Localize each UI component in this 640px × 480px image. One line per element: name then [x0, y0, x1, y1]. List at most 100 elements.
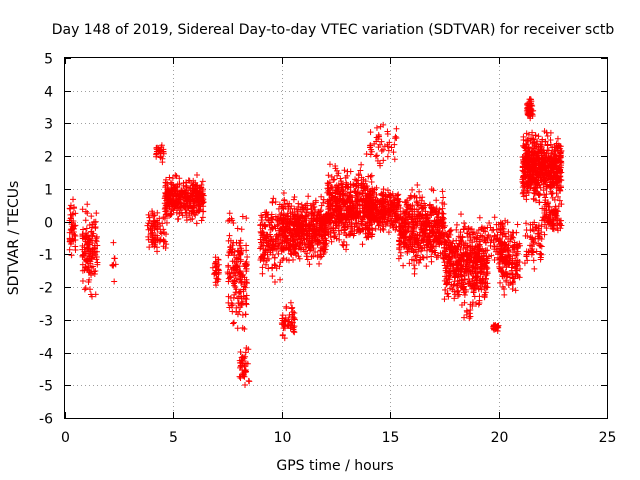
data-point [275, 241, 282, 248]
x-tick-label: 5 [169, 430, 178, 446]
data-point [320, 199, 327, 206]
data-point [193, 220, 200, 227]
data-point [88, 213, 95, 220]
data-point [230, 319, 237, 326]
data-point [269, 273, 276, 280]
data-point [90, 219, 97, 226]
data-point [262, 209, 269, 216]
chart-title: Day 148 of 2019, Sidereal Day-to-day VTE… [52, 22, 615, 38]
data-point [326, 161, 333, 168]
data-point [170, 207, 177, 214]
data-point [87, 260, 94, 267]
data-point [240, 288, 247, 295]
data-point [183, 197, 190, 204]
data-point [264, 216, 271, 223]
data-point [243, 292, 250, 299]
data-point [237, 349, 244, 356]
data-point [197, 184, 204, 191]
data-point [89, 293, 96, 300]
data-point [225, 252, 232, 259]
data-point [85, 269, 92, 276]
y-tick-label: 1 [44, 183, 53, 199]
data-point [192, 189, 199, 196]
data-point [162, 184, 169, 191]
data-point [190, 204, 197, 211]
data-point [86, 253, 93, 260]
y-tick-label: -1 [39, 248, 53, 264]
data-point [238, 295, 245, 302]
data-point [512, 287, 519, 294]
data-point [305, 193, 312, 200]
data-point [224, 269, 231, 276]
data-point [82, 257, 89, 264]
data-point [306, 261, 313, 268]
data-point [242, 367, 249, 374]
data-point [200, 208, 207, 215]
data-point [231, 282, 238, 289]
data-point [154, 209, 161, 216]
data-point [163, 219, 170, 226]
data-point [239, 213, 246, 220]
data-point [214, 275, 221, 282]
data-point [411, 270, 418, 277]
data-point [257, 255, 264, 262]
data-point [274, 222, 281, 229]
x-tick-label: 0 [61, 430, 70, 446]
data-point [241, 355, 248, 362]
data-point [72, 222, 79, 229]
data-point [242, 349, 249, 356]
data-point [84, 239, 91, 246]
data-point [149, 241, 156, 248]
data-point [176, 192, 183, 199]
data-point [535, 133, 542, 140]
data-point [189, 215, 196, 222]
data-point [172, 195, 179, 202]
data-point [270, 195, 277, 202]
data-point [212, 254, 219, 261]
data-point [378, 148, 385, 155]
data-point [239, 324, 246, 331]
data-point [178, 187, 185, 194]
x-axis-label: GPS time / hours [276, 458, 393, 474]
y-tick-label: -2 [39, 281, 53, 297]
data-point [85, 263, 92, 270]
data-point [156, 215, 163, 222]
data-point [183, 209, 190, 216]
data-point [162, 189, 169, 196]
data-point [167, 208, 174, 215]
data-point [283, 305, 290, 312]
data-point [92, 291, 99, 298]
data-point [258, 230, 265, 237]
data-point [226, 304, 233, 311]
data-point [94, 261, 101, 268]
data-point [227, 294, 234, 301]
data-point [79, 206, 86, 213]
data-point [154, 248, 161, 255]
data-point [257, 221, 264, 228]
data-point [246, 378, 253, 385]
data-point [194, 171, 201, 178]
data-point [384, 153, 391, 160]
y-tick-label: 0 [44, 216, 53, 232]
data-point [179, 190, 186, 197]
data-point [199, 214, 206, 221]
data-point [183, 217, 190, 224]
y-tick-label: 2 [44, 150, 53, 166]
data-point [198, 217, 205, 224]
data-point [160, 237, 167, 244]
data-point [276, 263, 283, 270]
data-point [268, 215, 275, 222]
data-point [318, 202, 325, 209]
data-point [172, 203, 179, 210]
data-point [227, 274, 234, 281]
data-point [150, 237, 157, 244]
data-point [461, 314, 468, 321]
data-point [111, 255, 118, 262]
data-point [238, 226, 245, 233]
data-point [188, 180, 195, 187]
data-point [241, 373, 248, 380]
data-point [325, 172, 332, 179]
data-point [286, 312, 293, 319]
data-point [213, 271, 220, 278]
